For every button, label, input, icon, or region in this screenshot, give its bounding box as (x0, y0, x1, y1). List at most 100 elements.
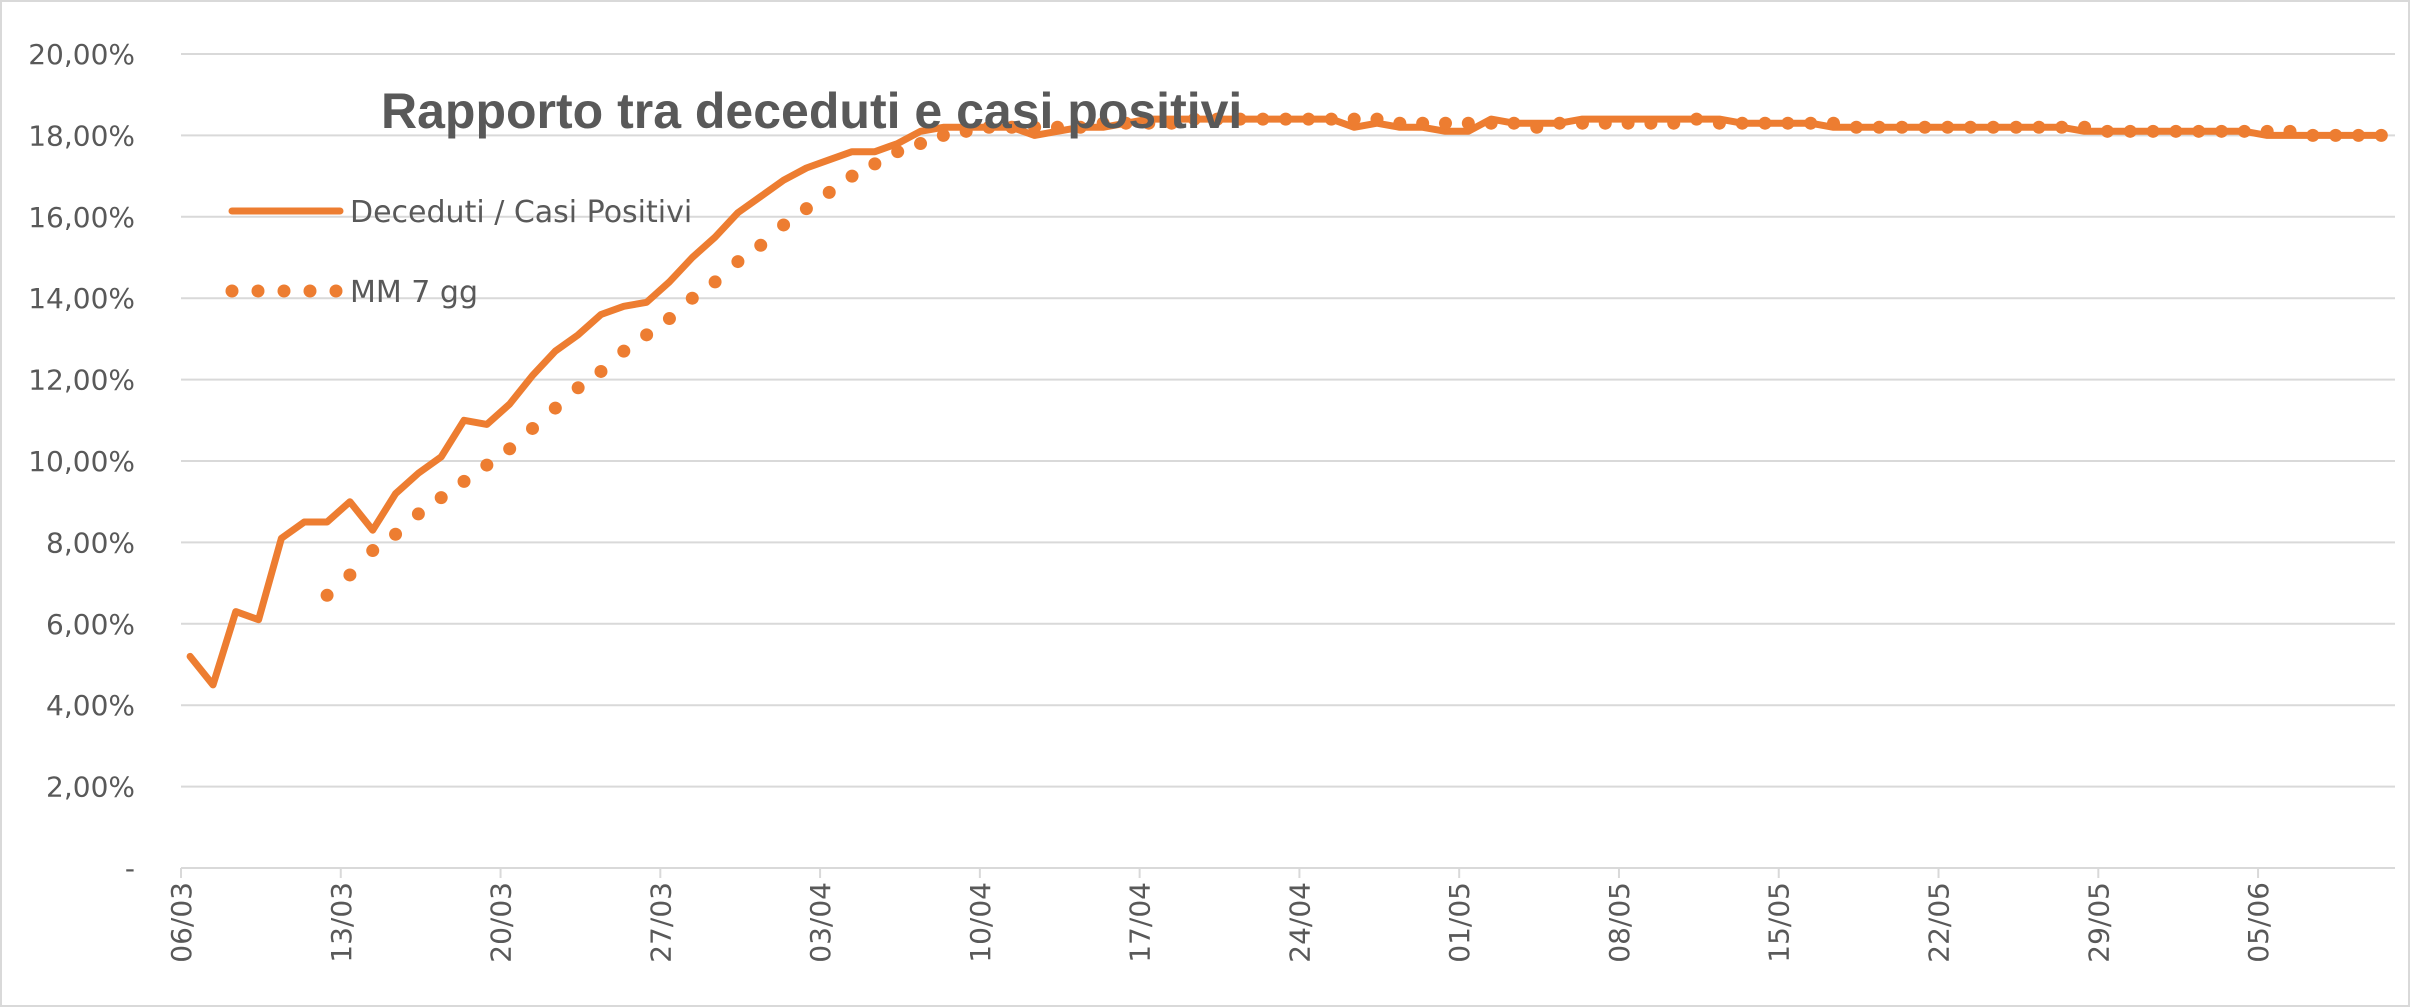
data-dot (2329, 128, 2343, 142)
x-tick-label: 20/03 (485, 882, 518, 963)
y-tick-label: 4,00% (46, 689, 135, 722)
data-dot (1941, 120, 1955, 134)
data-dot (1028, 120, 1042, 134)
y-tick-label: 16,00% (28, 201, 135, 234)
data-dot (2306, 128, 2320, 142)
data-dot (708, 275, 722, 289)
data-dot (457, 474, 471, 488)
data-dot (2009, 120, 2023, 134)
data-dot (822, 185, 836, 199)
x-tick-label: 06/03 (165, 882, 198, 963)
data-dot (1553, 116, 1567, 130)
data-dot (1507, 116, 1521, 130)
data-dot (2100, 124, 2114, 138)
data-dot (959, 124, 973, 138)
data-dot (1005, 120, 1019, 134)
data-dot (1256, 112, 1270, 126)
data-dot (1096, 116, 1110, 130)
data-dot (1302, 112, 1316, 126)
data-dot (1598, 116, 1612, 130)
y-tick-label: 18,00% (28, 119, 135, 152)
data-dot (2078, 120, 2092, 134)
data-dot (411, 507, 425, 521)
data-dot (434, 491, 448, 505)
data-dot (982, 120, 996, 134)
x-tick-label: 03/04 (804, 882, 837, 963)
data-dot (571, 381, 585, 395)
x-tick-label: 29/05 (2082, 882, 2115, 963)
data-dot (2351, 128, 2365, 142)
data-dot (1073, 120, 1087, 134)
data-dot (1393, 116, 1407, 130)
y-tick-label: 14,00% (28, 282, 135, 315)
y-tick-label: 8,00% (46, 526, 135, 559)
data-dot (2283, 124, 2297, 138)
data-dot (2123, 124, 2137, 138)
x-tick-label: 17/04 (1124, 882, 1157, 963)
data-dot (366, 544, 380, 558)
data-dot (1644, 116, 1658, 130)
data-dot (1621, 116, 1635, 130)
data-dot (1918, 120, 1932, 134)
data-dot (868, 157, 882, 171)
y-tick-label: 6,00% (46, 608, 135, 641)
x-tick-label: 24/04 (1283, 882, 1316, 963)
data-dot (1416, 116, 1430, 130)
data-dot (1438, 116, 1452, 130)
data-dot (548, 401, 562, 415)
data-dot (685, 291, 699, 305)
data-dot (1461, 116, 1475, 130)
data-dot (1849, 120, 1863, 134)
data-dot (1279, 112, 1293, 126)
data-dot (2055, 120, 2069, 134)
data-dot (1986, 120, 2000, 134)
data-dot (1804, 116, 1818, 130)
data-dot (891, 145, 905, 159)
data-dot (640, 328, 654, 342)
data-dot (1735, 116, 1749, 130)
data-dot (1324, 112, 1338, 126)
data-dot (1827, 116, 1841, 130)
y-tick-label: 2,00% (46, 771, 135, 804)
data-dot (731, 255, 745, 269)
data-dot (1712, 116, 1726, 130)
data-dot (662, 312, 676, 326)
data-dot (1187, 112, 1201, 126)
data-dot (617, 344, 631, 358)
data-dot (1575, 116, 1589, 130)
data-dot (1210, 112, 1224, 126)
data-dot (343, 568, 357, 582)
data-dot (845, 169, 859, 183)
data-dot (1165, 116, 1179, 130)
x-tick-label: 08/05 (1603, 882, 1636, 963)
data-dot (1530, 120, 1544, 134)
data-dot (777, 218, 791, 232)
data-dot (1050, 120, 1064, 134)
data-dot (389, 527, 403, 541)
x-tick-label: 01/05 (1443, 882, 1476, 963)
x-tick-label: 10/04 (964, 882, 997, 963)
y-tick-label: - (125, 852, 135, 885)
y-tick-label: 10,00% (28, 445, 135, 478)
x-tick-label: 27/03 (644, 882, 677, 963)
data-dot (2237, 124, 2251, 138)
data-dot (754, 238, 768, 252)
data-dot (2215, 124, 2229, 138)
data-dot (1370, 112, 1384, 126)
y-tick-label: 20,00% (28, 38, 135, 71)
legend-dot (303, 284, 317, 298)
data-dot (1895, 120, 1909, 134)
data-dot (1963, 120, 1977, 134)
data-dot (320, 588, 334, 602)
data-dot (2169, 124, 2183, 138)
legend-dot (329, 284, 343, 298)
legend-dot (251, 284, 265, 298)
data-dot (1872, 120, 1886, 134)
data-dot (1233, 112, 1247, 126)
data-dot (2146, 124, 2160, 138)
data-dot (1119, 116, 1133, 130)
data-dot (2032, 120, 2046, 134)
